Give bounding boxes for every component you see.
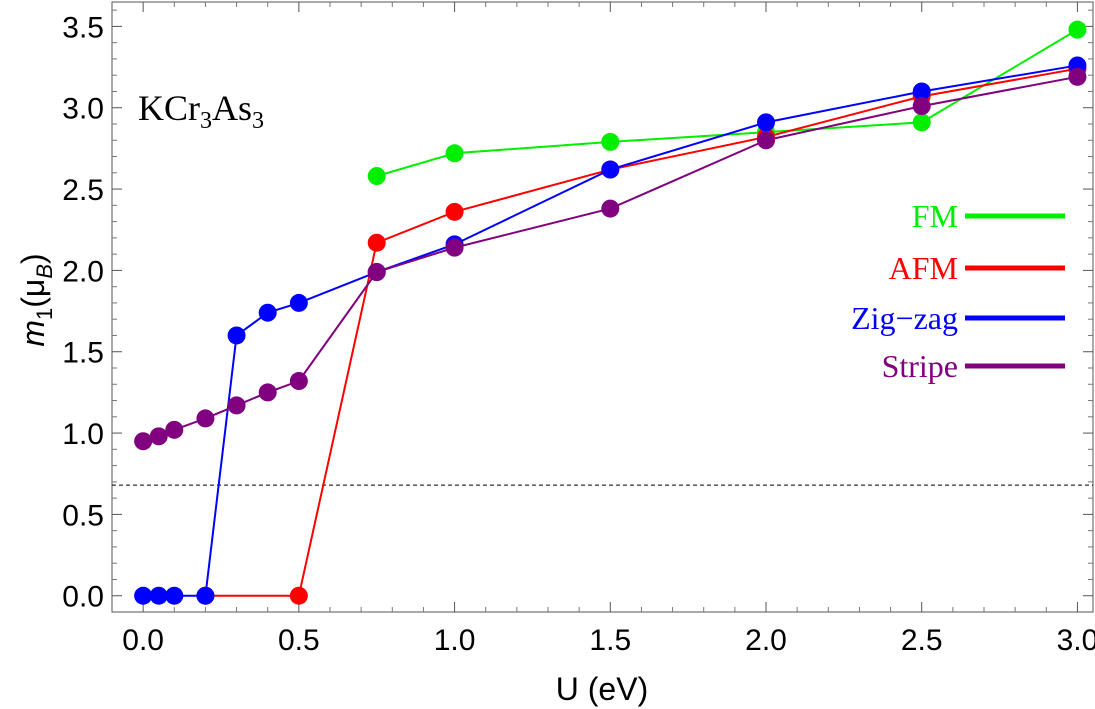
point-zig-zag <box>134 586 153 605</box>
point-stripe <box>165 420 184 439</box>
point-stripe <box>196 409 215 428</box>
y-tick-label: 2.5 <box>62 174 104 207</box>
point-stripe <box>367 263 386 282</box>
legend-label-stripe: Stripe <box>882 348 958 384</box>
point-zig-zag <box>227 326 246 345</box>
x-tick-label: 0.5 <box>278 624 320 657</box>
point-zig-zag <box>149 586 168 605</box>
point-fm <box>1068 20 1087 39</box>
point-stripe <box>289 372 308 391</box>
point-zig-zag <box>196 586 215 605</box>
point-fm <box>912 113 931 132</box>
point-stripe <box>601 199 620 218</box>
point-zig-zag <box>165 586 184 605</box>
point-zig-zag <box>601 160 620 179</box>
point-fm <box>601 132 620 151</box>
x-tick-label: 0.0 <box>122 624 164 657</box>
point-zig-zag <box>912 82 931 101</box>
point-stripe <box>1068 67 1087 86</box>
point-fm <box>445 144 464 163</box>
y-axis-title: m1(μB) <box>15 253 57 346</box>
point-zig-zag <box>289 293 308 312</box>
x-axis-title: U (eV) <box>556 671 648 707</box>
y-tick-label: 2.0 <box>62 255 104 288</box>
x-tick-label: 2.5 <box>901 624 943 657</box>
point-stripe <box>149 427 168 446</box>
compound-label: KCr3As3 <box>138 88 264 134</box>
legend-label-afm: AFM <box>889 250 958 286</box>
y-tick-label: 3.0 <box>62 93 104 126</box>
x-tick-label: 2.0 <box>745 624 787 657</box>
point-stripe <box>258 383 277 402</box>
point-fm <box>367 167 386 186</box>
point-stripe <box>445 238 464 257</box>
y-tick-label: 0.5 <box>62 499 104 532</box>
point-stripe <box>912 97 931 116</box>
point-stripe <box>757 131 775 150</box>
point-zig-zag <box>757 113 775 132</box>
legend-label-fm: FM <box>912 198 958 234</box>
x-tick-label: 3.0 <box>1057 624 1095 657</box>
y-tick-label: 0.0 <box>62 581 104 614</box>
y-tick-label: 1.0 <box>62 418 104 451</box>
legend-label-zig-zag: Zig−zag <box>851 300 958 336</box>
series-line-fm <box>376 28 1078 178</box>
x-tick-label: 1.0 <box>434 624 476 657</box>
point-afm <box>289 586 308 605</box>
point-zig-zag <box>258 303 277 322</box>
plot-frame <box>111 1 1094 613</box>
point-afm <box>367 233 386 252</box>
point-afm <box>445 202 464 221</box>
y-tick-label: 1.5 <box>62 337 104 370</box>
x-tick-label: 1.5 <box>589 624 631 657</box>
point-stripe <box>134 432 153 451</box>
y-tick-label: 3.5 <box>62 11 104 44</box>
series-line-afm <box>205 67 1078 597</box>
point-stripe <box>227 396 246 415</box>
